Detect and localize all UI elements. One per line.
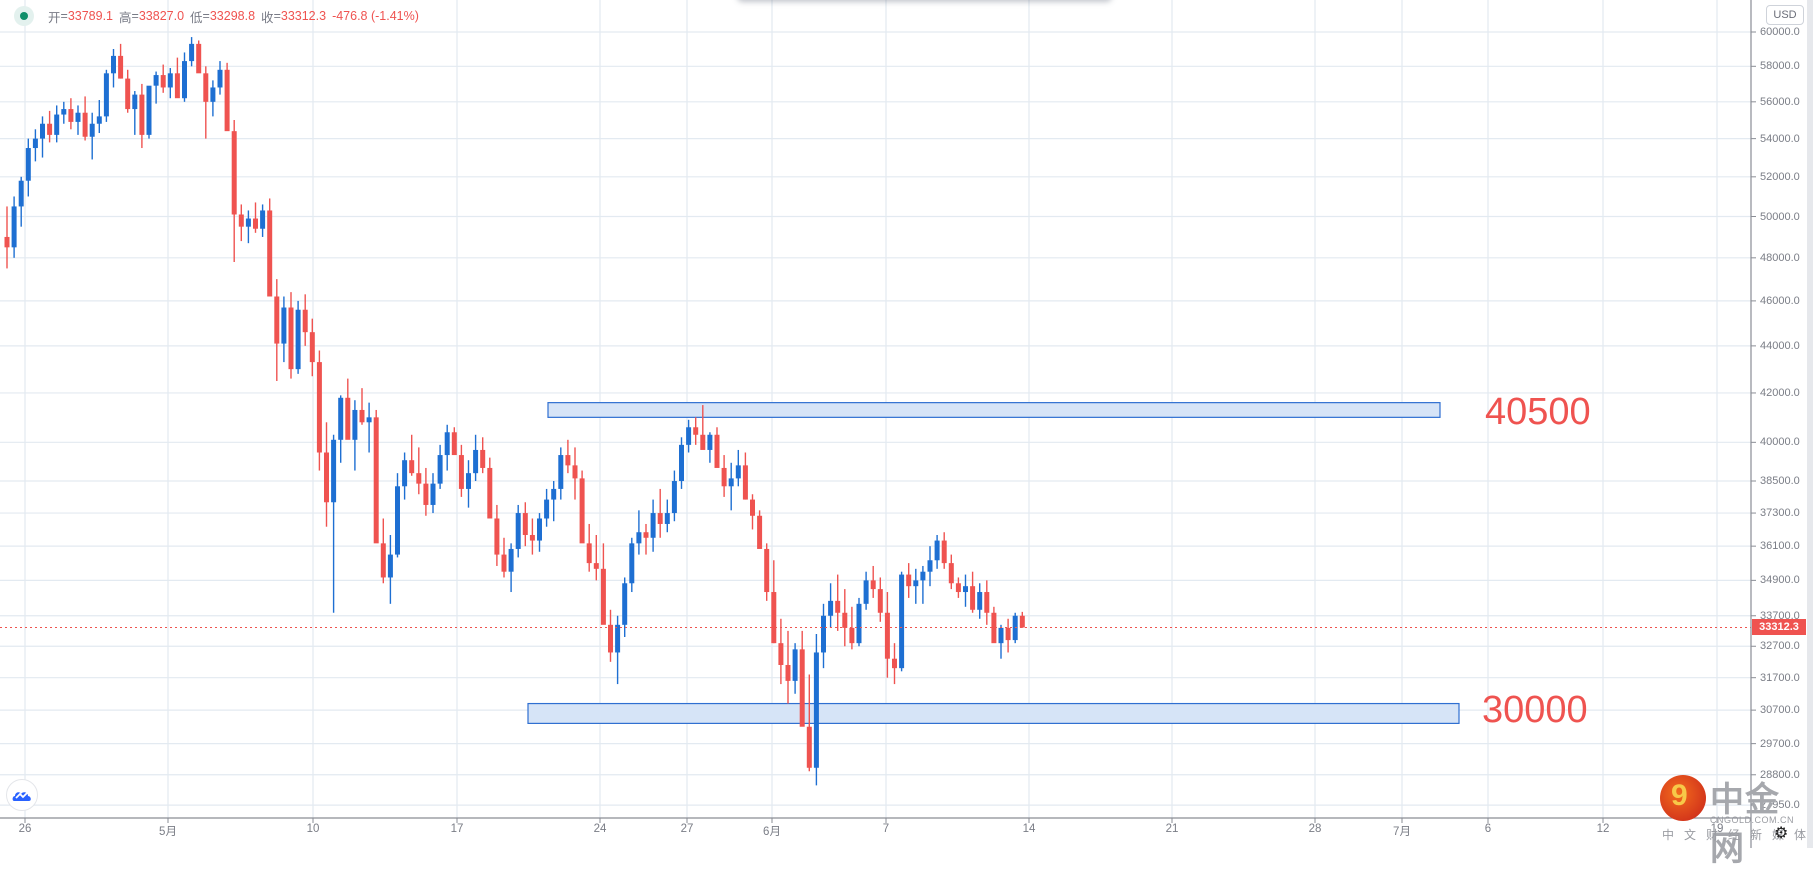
- close-value: 33312.3: [280, 9, 327, 23]
- price-tick-label: 32700.0: [1760, 640, 1800, 653]
- time-tick-label: 17: [450, 823, 464, 835]
- price-tick-label: 60000.0: [1760, 26, 1800, 38]
- price-tick-label: 34900.0: [1760, 574, 1800, 587]
- time-tick-label: 10: [306, 823, 320, 835]
- price-tick-label: 50000.0: [1760, 210, 1800, 223]
- time-tick-label: 12: [1596, 823, 1610, 835]
- time-tick-label: 14: [1022, 823, 1036, 835]
- open-label: 开: [48, 10, 61, 25]
- time-tick-label: 7: [882, 823, 890, 835]
- price-tick-label: 56000.0: [1760, 95, 1800, 108]
- ohlc-legend: 开 = 33789.1 高 = 33827.0 低 = 33298.8 收 = 33312.3 …: [14, 6, 419, 26]
- time-tick-label: 6: [1484, 823, 1492, 835]
- currency-button[interactable]: USD: [1766, 5, 1804, 25]
- high-value: 33827.0: [138, 9, 185, 23]
- price-tick-label: 42000.0: [1760, 386, 1800, 399]
- resistance-level-label: 40500: [1485, 391, 1591, 433]
- high-label: 高: [119, 10, 132, 25]
- watermark-en: CNGOLD.COM.CN: [1710, 815, 1795, 825]
- time-tick-label: 6月: [763, 826, 781, 838]
- price-tick-label: 27950.0: [1760, 799, 1800, 812]
- candlestick-chart[interactable]: [0, 0, 1816, 848]
- settings-gear-icon[interactable]: ⚙: [1774, 825, 1789, 842]
- chart-logo-button[interactable]: [6, 779, 38, 811]
- price-tick-label: 46000.0: [1760, 294, 1800, 307]
- price-tick-label: 29700.0: [1760, 737, 1800, 750]
- time-tick-label: 26: [18, 823, 32, 835]
- change-value: -476.8 (-1.41%): [332, 9, 419, 23]
- price-tick-label: 48000.0: [1760, 251, 1800, 264]
- last-price-tag: 33312.3: [1752, 619, 1806, 636]
- price-tick-label: 30700.0: [1760, 704, 1800, 717]
- cloud-chart-icon: [12, 792, 31, 801]
- watermark-sub: 中文财经新媒体: [1662, 828, 1816, 842]
- price-tick-label: 36100.0: [1760, 540, 1800, 553]
- support-level-label: 30000: [1482, 689, 1588, 731]
- resistance-zone[interactable]: [547, 402, 1441, 418]
- cngold-logo-icon: 9: [1660, 775, 1706, 821]
- price-tick-label: 33700.0: [1760, 609, 1800, 622]
- time-tick-label: 27: [680, 823, 694, 835]
- time-tick-label: 28: [1308, 823, 1322, 835]
- time-tick-label: 5月: [159, 826, 177, 838]
- low-label: 低: [190, 10, 203, 25]
- time-tick-label: 21: [1165, 823, 1179, 835]
- time-tick-label: 19: [1710, 823, 1724, 835]
- price-tick-label: 38500.0: [1760, 475, 1800, 487]
- price-tick-label: 28800.0: [1760, 768, 1800, 781]
- price-tick-label: 31700.0: [1760, 671, 1800, 684]
- price-tick-label: 54000.0: [1760, 132, 1800, 145]
- support-zone[interactable]: [527, 702, 1460, 724]
- price-tick-label: 40000.0: [1760, 436, 1800, 449]
- time-tick-label: 7月: [1393, 826, 1411, 838]
- price-tick-label: 52000.0: [1760, 170, 1800, 183]
- time-tick-label: 24: [593, 823, 607, 835]
- price-tick-label: 44000.0: [1760, 339, 1800, 352]
- symbol-status-icon[interactable]: [14, 6, 34, 26]
- close-label: 收: [261, 10, 274, 25]
- open-value: 33789.1: [67, 9, 114, 23]
- price-tick-label: 58000.0: [1760, 60, 1800, 73]
- low-value: 33298.8: [209, 9, 256, 23]
- price-tick-label: 37300.0: [1760, 507, 1800, 520]
